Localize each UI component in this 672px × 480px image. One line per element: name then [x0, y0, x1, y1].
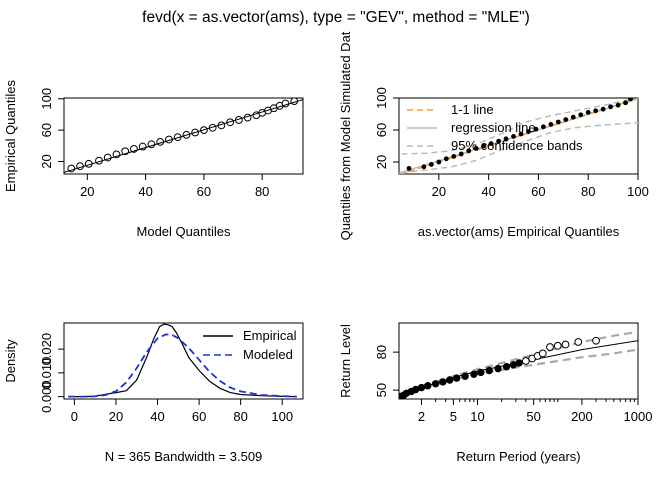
y-tick-label: 80 [374, 345, 389, 359]
x-tick-label: 80 [581, 184, 595, 199]
panel-qq-model [58, 98, 303, 180]
x-tick-label: 10 [470, 409, 484, 424]
y-axis-title: Empirical Quantiles [3, 80, 18, 192]
fit-line [399, 341, 638, 398]
data-point [407, 166, 412, 171]
panel-return-level [393, 323, 638, 405]
legend-label: 1-1 line [451, 102, 494, 117]
plot-area [399, 96, 638, 174]
y-tick-label: 0.020 [39, 333, 54, 366]
ci-lower-line [399, 350, 638, 399]
x-tick-label: 20 [109, 409, 123, 424]
data-point [418, 384, 424, 390]
data-point [601, 107, 606, 112]
x-tick-label: 200 [571, 409, 593, 424]
y-tick-label: 100 [39, 88, 54, 110]
data-point [586, 110, 591, 115]
data-point [556, 120, 561, 125]
y-tick-label: 20 [39, 154, 54, 168]
data-point [471, 371, 477, 377]
plot-area [64, 98, 303, 173]
legend-label: Empirical [243, 328, 297, 343]
data-point [447, 377, 453, 383]
data-point [608, 104, 613, 109]
data-point [495, 365, 501, 371]
x-tick-label: 50 [526, 409, 540, 424]
x-tick-label: 80 [233, 409, 247, 424]
x-tick-label: 80 [255, 184, 269, 199]
figure-title: fevd(x = as.vector(ams), type = "GEV", m… [142, 9, 530, 26]
data-point [436, 160, 441, 165]
data-point [444, 156, 449, 161]
legend-label: Modeled [243, 347, 293, 362]
x-tick-label: 60 [531, 184, 545, 199]
data-point [628, 96, 633, 101]
y-tick-label: 20 [374, 155, 389, 169]
x-axis-title: Model Quantiles [137, 224, 231, 239]
data-point [421, 164, 426, 169]
data-point [516, 360, 522, 366]
y-axis-title: Quantiles from Model Simulated Dat [338, 31, 353, 240]
data-point [575, 339, 582, 346]
y-tick-label: 60 [39, 123, 54, 137]
data-point [548, 122, 553, 127]
x-tick-label: 20 [80, 184, 94, 199]
x-tick-label: 60 [192, 409, 206, 424]
x-tick-label: 2 [418, 409, 425, 424]
data-point [539, 350, 546, 357]
y-tick-label: 60 [374, 123, 389, 137]
data-point [563, 117, 568, 122]
reference-line [64, 100, 303, 173]
y-tick-label: 50 [374, 383, 389, 397]
data-point [486, 367, 492, 373]
y-axis-title: Density [3, 339, 18, 383]
y-tick-label: 100 [374, 87, 389, 109]
data-point [623, 100, 628, 105]
data-point [562, 341, 569, 348]
x-tick-label: 100 [627, 184, 649, 199]
data-point [547, 344, 554, 351]
x-tick-label: 40 [138, 184, 152, 199]
data-point [425, 383, 431, 389]
data-point [616, 103, 621, 108]
x-tick-label: 20 [432, 184, 446, 199]
data-point [541, 124, 546, 129]
x-tick-label: 40 [481, 184, 495, 199]
y-axis-title: Return Level [338, 324, 353, 398]
legend-label: 95% confidence bands [451, 138, 583, 153]
data-point [503, 364, 509, 370]
data-point [571, 115, 576, 120]
data-point [593, 337, 600, 344]
data-point [478, 369, 484, 375]
x-tick-label: 100 [271, 409, 293, 424]
x-tick-label: 1000 [624, 409, 653, 424]
data-point [440, 379, 446, 385]
data-point [462, 373, 468, 379]
x-axis-title: Return Period (years) [456, 449, 580, 464]
data-point [593, 108, 598, 113]
plot-area [397, 332, 638, 400]
legend-label: regression line [451, 120, 536, 135]
x-tick-label: 60 [197, 184, 211, 199]
data-point [554, 342, 561, 349]
data-point [429, 162, 434, 167]
data-point [522, 358, 529, 365]
x-axis-title: N = 365 Bandwidth = 3.509 [105, 449, 263, 464]
data-point [451, 154, 456, 159]
x-tick-label: 40 [150, 409, 164, 424]
data-point [578, 112, 583, 117]
x-tick-label: 0 [71, 409, 78, 424]
data-point [454, 375, 460, 381]
x-tick-label: 5 [450, 409, 457, 424]
data-point [432, 381, 438, 387]
x-axis-title: as.vector(ams) Empirical Quantiles [418, 224, 620, 239]
